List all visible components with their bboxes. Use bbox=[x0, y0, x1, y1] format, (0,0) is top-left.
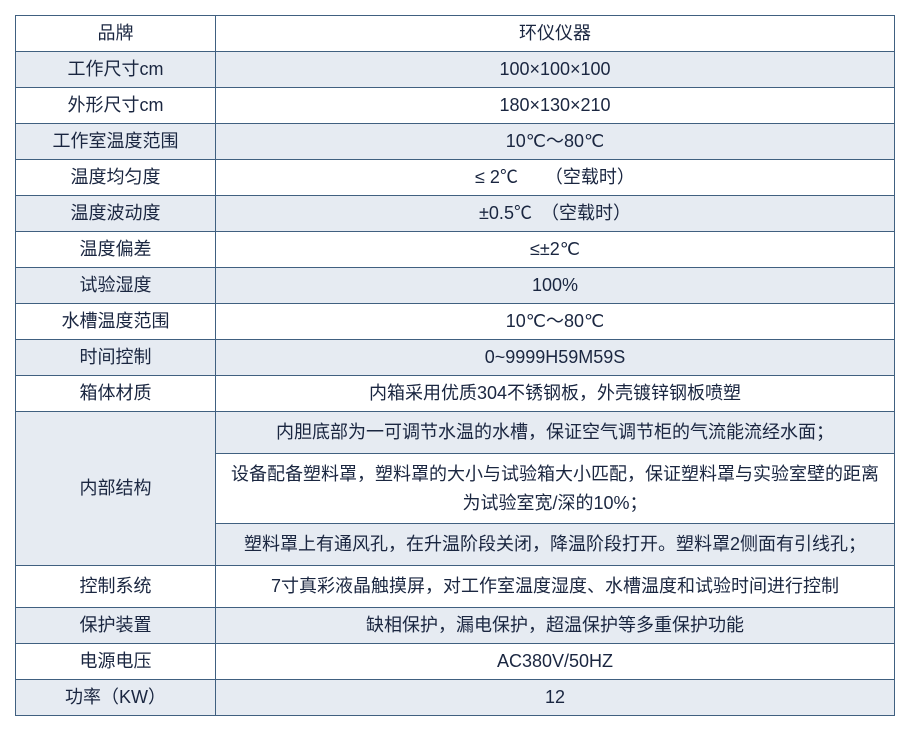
cell-label: 温度均匀度 bbox=[16, 160, 216, 196]
table-row: 试验湿度 100% bbox=[16, 268, 895, 304]
cell-label: 水槽温度范围 bbox=[16, 304, 216, 340]
cell-value: ≤±2℃ bbox=[216, 232, 895, 268]
table-row: 温度均匀度 ≤ 2℃ （空载时） bbox=[16, 160, 895, 196]
cell-value: ±0.5℃ （空载时） bbox=[216, 196, 895, 232]
table-row: 温度波动度 ±0.5℃ （空载时） bbox=[16, 196, 895, 232]
cell-value: 设备配备塑料罩，塑料罩的大小与试验箱大小匹配，保证塑料罩与实验室壁的距离为试验室… bbox=[216, 453, 895, 524]
cell-label: 时间控制 bbox=[16, 340, 216, 376]
cell-label: 外形尺寸cm bbox=[16, 88, 216, 124]
table-row: 功率（KW） 12 bbox=[16, 679, 895, 715]
cell-value: 7寸真彩液晶触摸屏，对工作室温度湿度、水槽温度和试验时间进行控制 bbox=[216, 566, 895, 608]
cell-value: 塑料罩上有通风孔，在升温阶段关闭，降温阶段打开。塑料罩2侧面有引线孔； bbox=[216, 524, 895, 566]
table-row: 电源电压 AC380V/50HZ bbox=[16, 643, 895, 679]
cell-value: 内胆底部为一可调节水温的水槽，保证空气调节柜的气流能流经水面； bbox=[216, 412, 895, 454]
table-row-internal-structure: 内部结构 内胆底部为一可调节水温的水槽，保证空气调节柜的气流能流经水面； bbox=[16, 412, 895, 454]
table-row: 箱体材质 内箱采用优质304不锈钢板，外壳镀锌钢板喷塑 bbox=[16, 376, 895, 412]
cell-label: 品牌 bbox=[16, 16, 216, 52]
cell-value: AC380V/50HZ bbox=[216, 643, 895, 679]
cell-label: 箱体材质 bbox=[16, 376, 216, 412]
spec-table: 品牌 环仪仪器 工作尺寸cm 100×100×100 外形尺寸cm 180×13… bbox=[15, 15, 895, 716]
table-row: 外形尺寸cm 180×130×210 bbox=[16, 88, 895, 124]
cell-label-internal-structure: 内部结构 bbox=[16, 412, 216, 566]
cell-value: 0~9999H59M59S bbox=[216, 340, 895, 376]
cell-value: 100×100×100 bbox=[216, 52, 895, 88]
table-row: 时间控制 0~9999H59M59S bbox=[16, 340, 895, 376]
cell-label: 保护装置 bbox=[16, 607, 216, 643]
cell-label: 温度波动度 bbox=[16, 196, 216, 232]
table-row: 工作室温度范围 10℃～80℃ bbox=[16, 124, 895, 160]
cell-value: ≤ 2℃ （空载时） bbox=[216, 160, 895, 196]
cell-value: 缺相保护，漏电保护，超温保护等多重保护功能 bbox=[216, 607, 895, 643]
table-row: 工作尺寸cm 100×100×100 bbox=[16, 52, 895, 88]
cell-value: 环仪仪器 bbox=[216, 16, 895, 52]
cell-value: 10℃～80℃ bbox=[216, 304, 895, 340]
cell-label: 工作尺寸cm bbox=[16, 52, 216, 88]
cell-value: 12 bbox=[216, 679, 895, 715]
cell-label: 控制系统 bbox=[16, 566, 216, 608]
table-row: 保护装置 缺相保护，漏电保护，超温保护等多重保护功能 bbox=[16, 607, 895, 643]
cell-label: 工作室温度范围 bbox=[16, 124, 216, 160]
cell-label: 功率（KW） bbox=[16, 679, 216, 715]
cell-value: 100% bbox=[216, 268, 895, 304]
table-row: 品牌 环仪仪器 bbox=[16, 16, 895, 52]
cell-value: 180×130×210 bbox=[216, 88, 895, 124]
cell-label: 电源电压 bbox=[16, 643, 216, 679]
table-row: 控制系统 7寸真彩液晶触摸屏，对工作室温度湿度、水槽温度和试验时间进行控制 bbox=[16, 566, 895, 608]
cell-label: 温度偏差 bbox=[16, 232, 216, 268]
cell-value: 10℃～80℃ bbox=[216, 124, 895, 160]
table-row: 温度偏差 ≤±2℃ bbox=[16, 232, 895, 268]
cell-label: 试验湿度 bbox=[16, 268, 216, 304]
cell-value: 内箱采用优质304不锈钢板，外壳镀锌钢板喷塑 bbox=[216, 376, 895, 412]
table-row: 水槽温度范围 10℃～80℃ bbox=[16, 304, 895, 340]
